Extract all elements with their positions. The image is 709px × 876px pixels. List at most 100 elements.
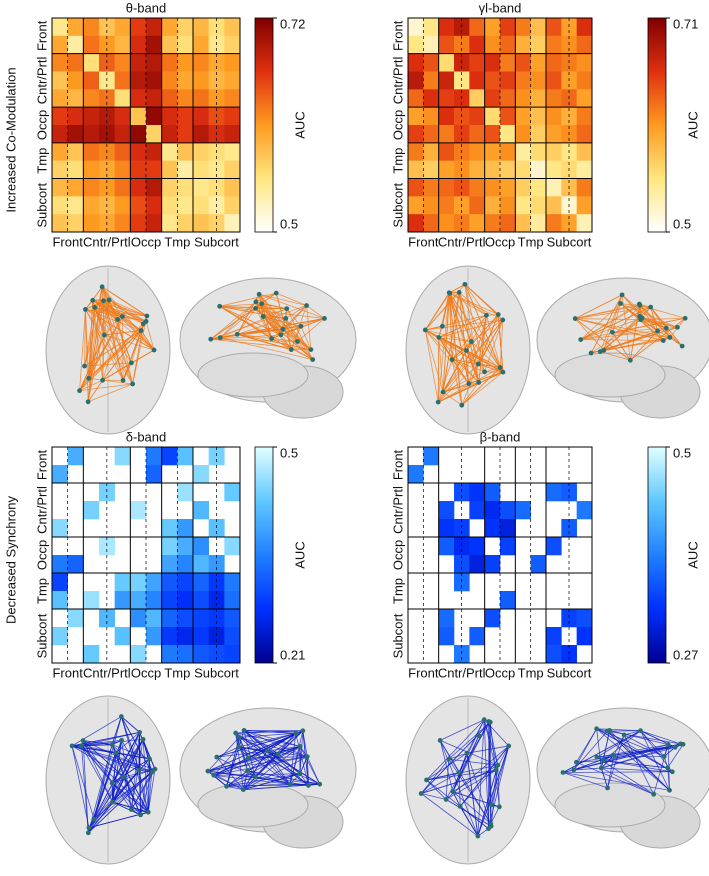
heatmap-cell [546,627,562,646]
heatmap-cell [52,178,68,197]
connection [573,767,602,771]
x-group-label: Tmp [164,234,190,249]
heatmap-cell [52,214,68,233]
electrode [138,328,144,333]
connection [142,739,149,813]
connection [103,300,123,317]
connection [497,314,504,373]
x-group-label: Cntr/Prtl [83,234,131,249]
connection [630,330,658,361]
heatmap-cell [484,519,501,538]
connection [255,301,272,339]
brain [405,695,531,865]
electrode [651,791,657,797]
electrode [308,347,314,352]
heatmap-cell [177,178,194,197]
heatmap-cell [177,107,194,126]
connection [421,769,497,794]
connection [461,371,504,406]
heatmap-cell [114,591,131,610]
connection [562,772,670,791]
x-group-label: Front [408,665,439,680]
electrode [138,812,143,818]
electrode [287,782,293,787]
heatmap-cell [469,142,485,161]
connection [71,745,116,754]
electrode [297,744,303,749]
electrode [91,816,97,822]
electrode [422,327,428,333]
heatmap-cell [423,18,439,37]
heatmap-cell [438,53,455,72]
connection [562,772,608,789]
heatmap-cell [130,609,147,628]
electrode [273,290,279,296]
heatmap-cell [83,89,100,108]
heatmap-cell [423,35,439,54]
heatmap-frame [407,446,593,664]
connection [101,286,134,385]
electrode [205,768,211,774]
heatmap-cell [576,125,593,144]
heatmap-cell [224,35,241,54]
heatmap-cell [114,214,131,233]
electrode [496,804,502,810]
heatmap-cell [500,89,516,108]
heatmap-cell [484,53,501,72]
connection [640,317,686,321]
heatmap-cell [561,18,577,37]
heatmap-cell [67,89,84,108]
connection [85,309,90,379]
heatmap-cell [193,89,209,108]
heatmap-cell [114,196,131,215]
heatmap-cell [130,214,147,233]
connection [145,321,155,351]
heatmap-cell [469,125,485,144]
heatmap-cell [146,53,162,72]
connection [640,730,681,745]
panel-title: β-band [480,429,521,444]
connection [590,294,623,354]
heatmap-cell [130,501,147,520]
heatmap-cell [576,160,593,179]
heatmap-cell [52,35,68,54]
connection [458,292,504,373]
heatmap-cell [576,196,593,215]
heatmap-cell [484,214,501,233]
heatmap-cell [484,555,501,574]
heatmap-cell [83,214,100,233]
heatmap-cell [500,537,516,556]
connection [490,765,499,827]
electrode [493,767,499,773]
heatmap-cell [224,71,241,90]
connection [226,730,245,787]
heatmap-cell [469,555,485,574]
heatmap-cell [99,537,115,556]
brain [45,695,171,865]
connection [226,773,301,787]
electrode [464,750,470,756]
heatmap-cell [438,142,455,161]
heatmap-cell [193,196,209,215]
electrode [86,825,92,831]
heatmap-cell [454,645,470,664]
heatmap-cell [546,196,562,215]
heatmap-cell [500,196,516,215]
x-group-label: Subcort [547,665,592,680]
heatmap-cell [193,18,209,37]
heatmap-cell [67,447,84,466]
heatmap-cell [146,178,162,197]
electrode [236,744,242,750]
connection [466,350,479,365]
heatmap-cell [546,483,562,502]
electrode [667,335,673,340]
connection [466,753,479,837]
electrode [115,317,121,322]
electrode [600,758,606,763]
connection [562,771,673,773]
heatmap-cell [130,18,147,37]
temporal-lobe [197,352,309,398]
electrode [466,381,472,387]
electrode [436,335,442,340]
colorbar-tick-label: 0.27 [673,647,698,662]
